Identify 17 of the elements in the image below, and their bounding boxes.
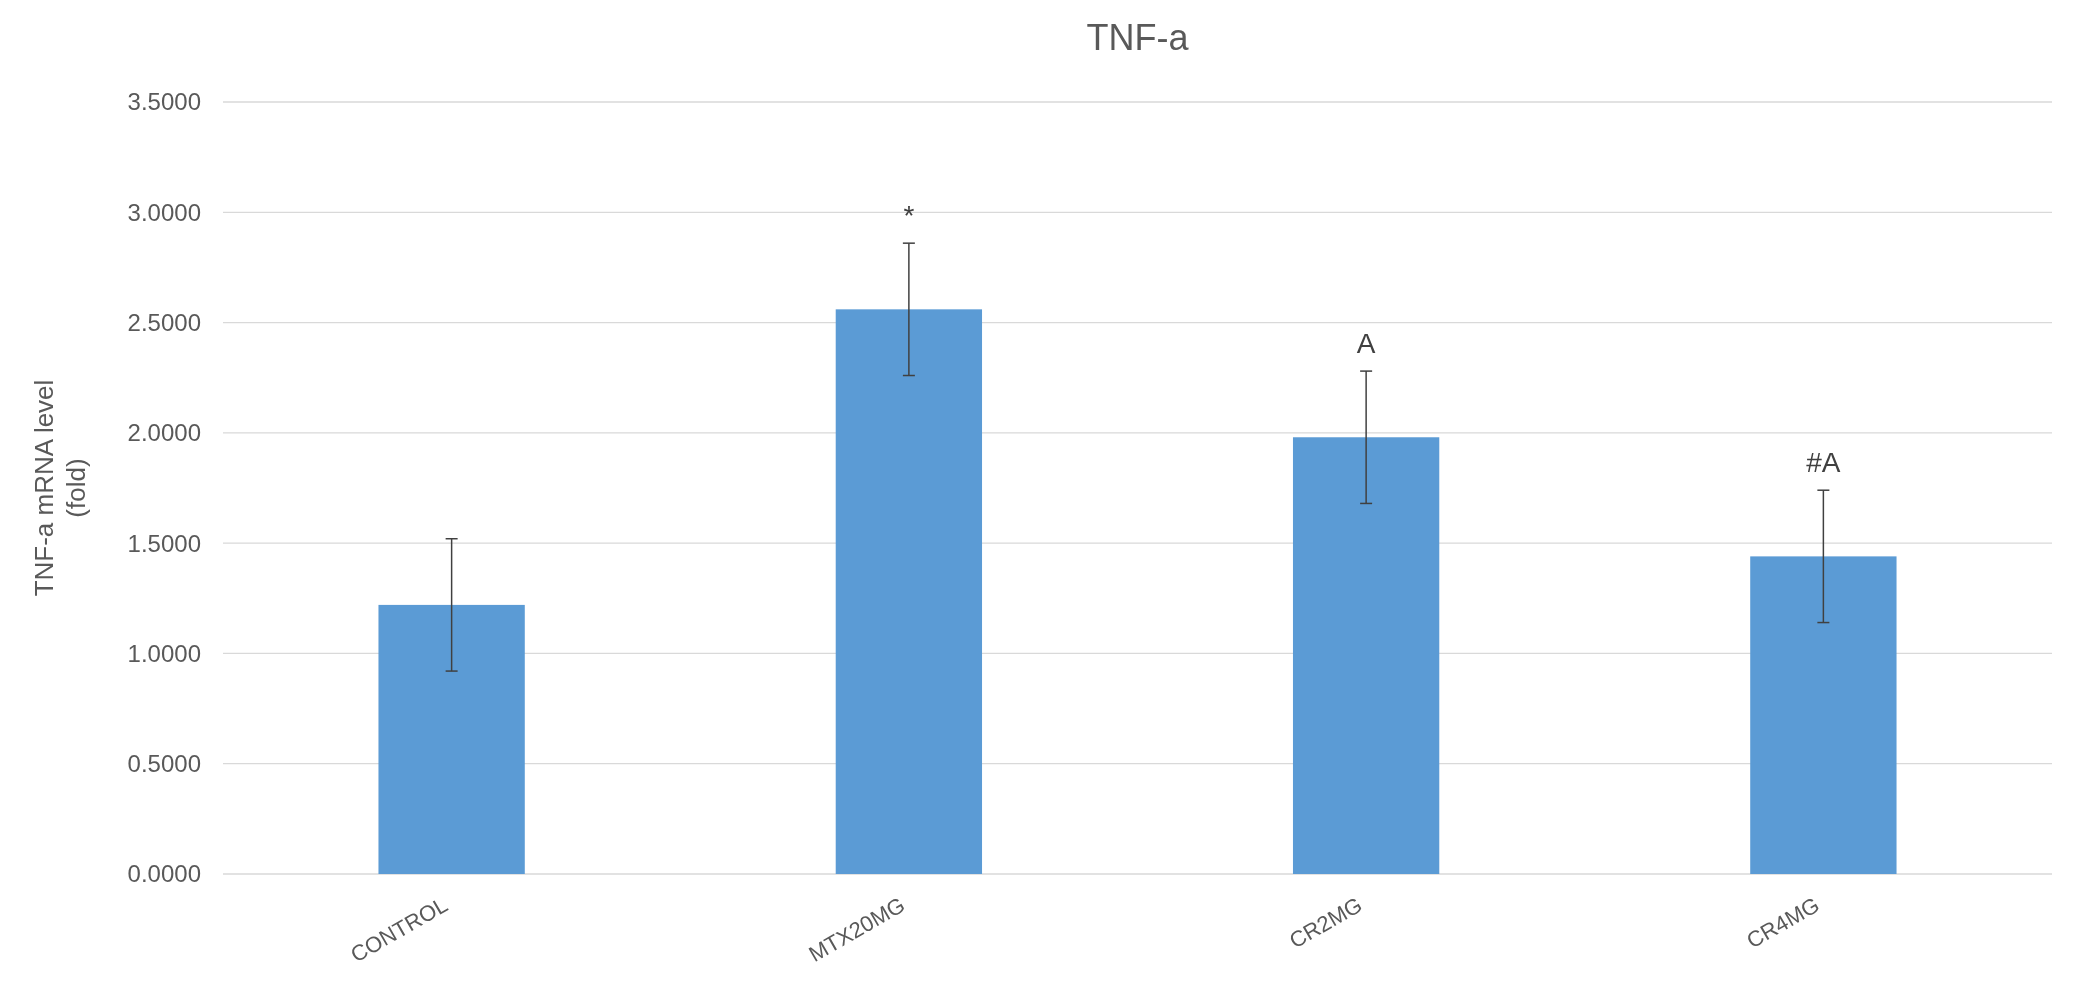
bar: [835, 309, 983, 874]
bar: [1750, 556, 1897, 874]
chart-title: TNF-a: [1086, 17, 1190, 58]
y-tick-label: 2.0000: [127, 419, 201, 447]
y-tick-label: 0.5000: [127, 750, 201, 778]
y-tick-label: 3.0000: [127, 198, 201, 226]
y-tick-label: 1.5000: [127, 529, 201, 557]
annotation: *: [903, 200, 915, 232]
y-tick-label: 1.0000: [127, 639, 201, 667]
bar: [378, 604, 525, 874]
y-tick-label: 0.0000: [127, 860, 201, 888]
y-axis-title: TNF-a mRNA level (fold): [29, 379, 91, 597]
annotation: #A: [1806, 447, 1841, 479]
y-tick-label: 2.5000: [127, 308, 201, 336]
y-tick-label: 3.5000: [127, 88, 201, 116]
bar: [1292, 437, 1440, 874]
annotation: A: [1356, 328, 1376, 360]
